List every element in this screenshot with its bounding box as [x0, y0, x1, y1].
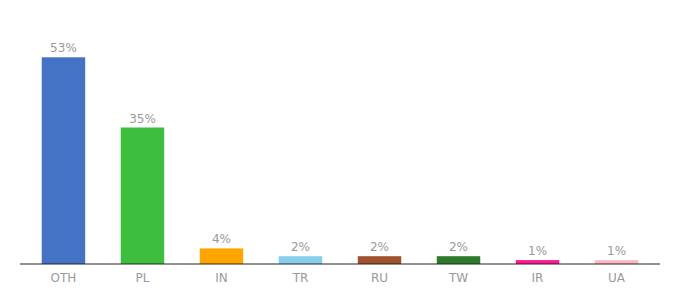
x-tick-label: OTH — [51, 271, 77, 285]
x-tick-label: PL — [136, 271, 150, 285]
value-label: 1% — [607, 244, 626, 258]
x-axis-line — [20, 264, 660, 265]
x-tick-label: UA — [608, 271, 626, 285]
bar — [42, 57, 85, 264]
x-tick-label: RU — [371, 271, 388, 285]
x-tick-label: IR — [532, 271, 544, 285]
value-label: 2% — [449, 240, 468, 254]
bar — [595, 260, 638, 264]
bar — [121, 128, 164, 265]
chart: 53% 35% 4% 2% 2% 2% 1% 1% OTH PL IN TR RU TW IR UA — [0, 0, 680, 300]
value-label: 2% — [370, 240, 389, 254]
x-tick-label: TW — [448, 271, 468, 285]
bar — [516, 260, 559, 264]
bar — [437, 256, 480, 264]
value-label: 53% — [50, 41, 77, 55]
x-tick-label: IN — [215, 271, 228, 285]
bar — [358, 256, 401, 264]
value-label: 1% — [528, 244, 547, 258]
bar — [200, 248, 243, 264]
value-label: 35% — [129, 112, 156, 126]
x-tick-label: TR — [292, 271, 309, 285]
value-label: 4% — [212, 232, 231, 246]
value-label: 2% — [291, 240, 310, 254]
bar — [279, 256, 322, 264]
bars — [42, 57, 639, 264]
chart-container: 53% 35% 4% 2% 2% 2% 1% 1% OTH PL IN TR RU TW IR UA — [0, 0, 680, 300]
